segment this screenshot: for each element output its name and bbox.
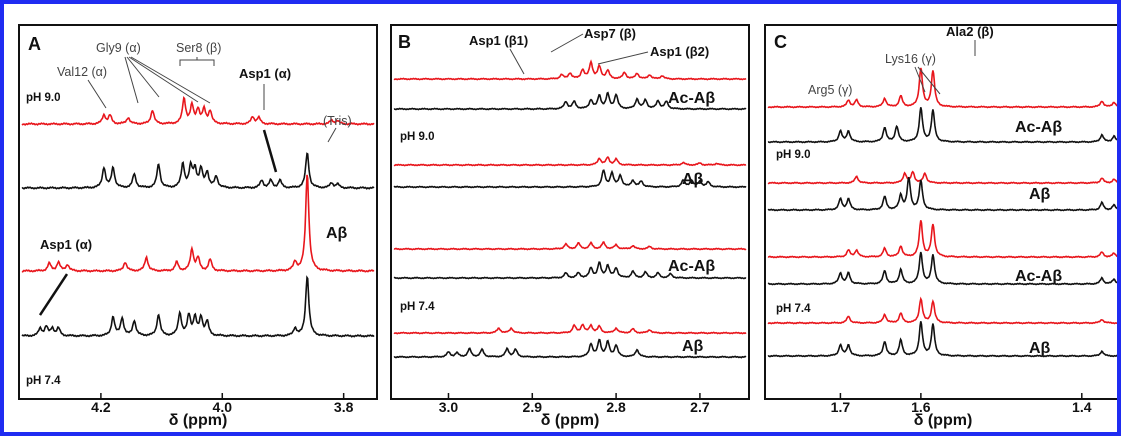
tick-label-a-2: 4.0: [213, 399, 233, 415]
panel-b-letter: B: [398, 32, 411, 52]
panel-c-spectra: [767, 67, 1117, 358]
leader-asp1-shift-b: [38, 273, 69, 316]
panel-a-ann-asp1-bottom: Asp1 (α): [40, 237, 92, 252]
panel-b-ph74: pH 7.4: [400, 301, 435, 313]
spectrum-c-5-red: [767, 220, 1117, 259]
tick-label-b-4: 2.7: [690, 399, 710, 415]
panel-c-ph74: pH 7.4: [776, 303, 811, 315]
panel-b-axis-ticks: 3.0 2.9 2.8 2.7: [439, 393, 710, 415]
spectrum-b-3-red: [393, 156, 747, 167]
leader-val12: [87, 79, 107, 109]
spectrum-a-4-black: [21, 275, 375, 338]
panel-a-leader-lines: [87, 56, 337, 143]
spectrum-b-8-black: [393, 338, 747, 359]
figure-canvas: A 4.2 4.0 3.8 Val12 (α) Gly9 (α) Ser8 (β) …: [18, 24, 1117, 429]
panel-c-ph9: pH 9.0: [776, 149, 811, 161]
panel-a-ann-asp1-top: Asp1 (α): [239, 66, 291, 81]
panel-a-xlabel: δ (ppm): [169, 412, 228, 429]
panel-c-ann-ala2: Ala2 (β): [946, 24, 994, 39]
panel-a-ann-val12: Val12 (α): [57, 65, 107, 79]
panel-b-frame: [390, 24, 750, 400]
leader-asp1-b1: [509, 48, 525, 75]
spectrum-b-7-red: [393, 323, 747, 335]
tick-label-b-3: 2.8: [606, 399, 626, 415]
panel-a-abeta: Aβ: [326, 225, 348, 242]
panel-c-axis-ticks: 1.7 1.6 1.4: [831, 393, 1092, 415]
panel-b-leader-lines: [509, 33, 649, 75]
panel-a-spectra: [21, 95, 375, 338]
spectrum-c-2-black: [767, 107, 1117, 144]
spectrum-c-7-red: [767, 296, 1117, 325]
tick-label-a-3: 3.8: [334, 399, 354, 415]
panel-a-ann-gly9: Gly9 (α): [96, 41, 141, 55]
spectrum-b-6-black: [393, 261, 747, 280]
spectrum-a-1-red: [21, 95, 375, 126]
panel-b-ann-asp7-b: Asp7 (β): [584, 26, 636, 41]
panel-c-leader-lines: [914, 40, 976, 95]
spectrum-c-8-black: [767, 321, 1117, 358]
spectrum-b-4-black: [393, 169, 747, 189]
spectrum-c-3-red: [767, 170, 1117, 185]
panel-c-label-ab-1: Aβ: [1029, 186, 1051, 203]
panel-c-xlabel: δ (ppm): [914, 412, 973, 429]
panel-b: B 3.0 2.9 2.8 2.7 Asp1 (β1) Asp7 (β) Asp1 (…: [390, 24, 750, 429]
panel-a: A 4.2 4.0 3.8 Val12 (α) Gly9 (α) Ser8 (β) …: [18, 24, 378, 429]
panel-c-frame: [764, 24, 1117, 400]
tick-label-b-2: 2.9: [523, 399, 543, 415]
panel-a-ann-ser8: Ser8 (β): [176, 41, 221, 55]
spectrum-b-5-red: [393, 241, 747, 251]
panel-a-ann-tris: (Tris): [323, 114, 352, 128]
tick-label-c-3: 1.4: [1072, 399, 1092, 415]
leader-tris: [327, 127, 337, 143]
panel-b-ph9: pH 9.0: [400, 131, 435, 143]
leader-gly9-d: [130, 56, 211, 104]
spectrum-c-1-red: [767, 67, 1117, 109]
panel-c-ann-arg5: Arg5 (γ): [808, 83, 852, 97]
panel-c-ann-lys16: Lys16 (γ): [885, 52, 936, 66]
spectrum-a-3-red: [21, 174, 375, 273]
tick-label-c-2: 1.6: [911, 399, 931, 415]
leader-asp7-b: [550, 33, 584, 53]
panel-a-ph9: pH 9.0: [26, 92, 61, 104]
panel-b-ann-asp1-b2: Asp1 (β2): [650, 44, 709, 59]
leader-asp1-shift-a: [262, 129, 278, 173]
panel-a-frame: [18, 24, 378, 400]
panel-c-label-ab-2: Aβ: [1029, 340, 1051, 357]
tick-label-b-1: 3.0: [439, 399, 459, 415]
panel-c-label-acab-1: Ac-Aβ: [1015, 119, 1062, 136]
panel-b-label-ab-1: Aβ: [682, 171, 704, 188]
panel-a-letter: A: [28, 34, 41, 54]
spectrum-b-1-red: [393, 59, 747, 81]
panel-a-ph74: pH 7.4: [26, 375, 61, 387]
panel-b-label-acab-1: Ac-Aβ: [668, 90, 715, 107]
panel-b-label-ab-2: Aβ: [682, 338, 704, 355]
spectrum-c-6-black: [767, 251, 1117, 286]
panel-b-label-acab-2: Ac-Aβ: [668, 258, 715, 275]
panel-b-spectra: [393, 59, 747, 359]
leader-lys16-b: [917, 66, 941, 95]
panel-b-xlabel: δ (ppm): [541, 412, 600, 429]
panel-a-axis-ticks: 4.2 4.0 3.8: [91, 393, 354, 415]
ser8-bracket: [179, 57, 215, 66]
spectrum-a-2-black: [21, 152, 375, 190]
panel-c-label-acab-2: Ac-Aβ: [1015, 268, 1062, 285]
leader-asp1-b2: [597, 51, 649, 65]
leader-gly9-a: [124, 56, 139, 104]
spectrum-b-2-black: [393, 91, 747, 111]
leader-gly9-b: [126, 56, 160, 98]
spectrum-c-4-black: [767, 176, 1117, 212]
tick-label-c-1: 1.7: [831, 399, 851, 415]
panel-b-ann-asp1-b1: Asp1 (β1): [469, 33, 528, 48]
panel-c: C 1.7 1.6 1.4 Ala2 (β) Lys16 (γ) Arg5 (γ) …: [764, 24, 1117, 429]
panel-c-letter: C: [774, 32, 787, 52]
leader-lys16-a: [914, 66, 926, 93]
tick-label-a-1: 4.2: [91, 399, 111, 415]
leader-gly9-c: [128, 56, 199, 103]
